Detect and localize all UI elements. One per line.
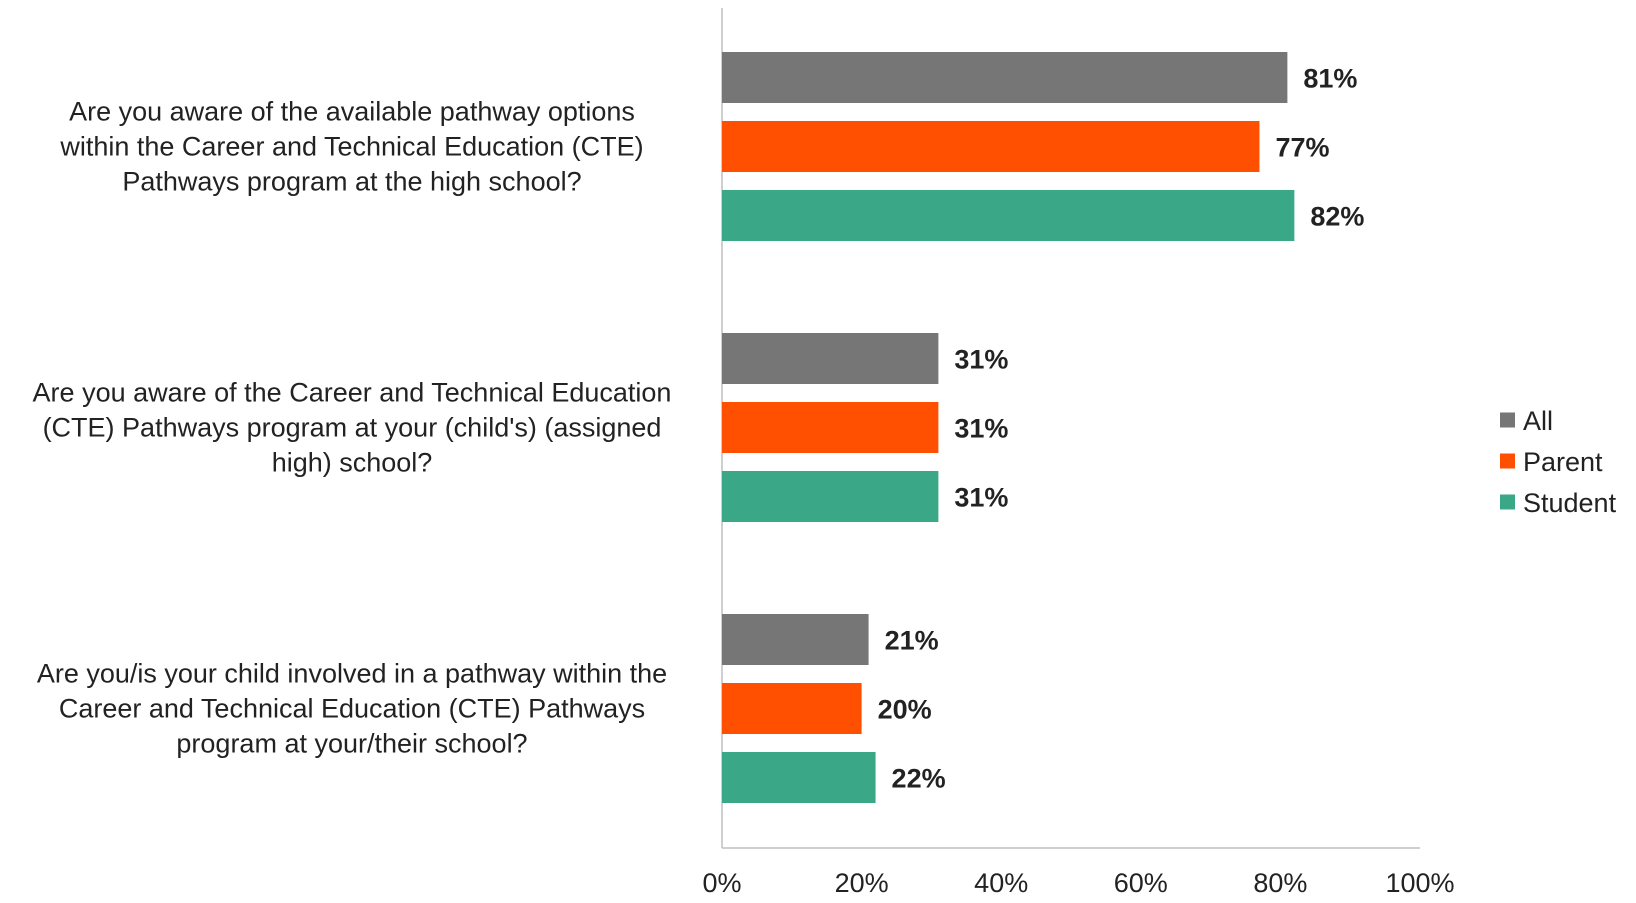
data-label-student-3: 22% — [892, 764, 946, 794]
bars — [722, 52, 1295, 803]
data-labels: 81% 77% 82% 31% 31% 31% 21% 20% 22% — [878, 64, 1365, 794]
category-label-1: Are you aware of the available pathway o… — [59, 97, 643, 197]
category-label-line: Pathways program at the high school? — [122, 167, 581, 197]
x-axis-ticks: 0% 20% 40% 60% 80% 100% — [702, 868, 1454, 898]
bar-parent-3 — [722, 683, 862, 734]
legend-swatch-all — [1500, 412, 1515, 428]
bar-parent-1 — [722, 121, 1260, 172]
data-label-parent-3: 20% — [878, 695, 932, 725]
category-label-line: program at your/their school? — [176, 729, 527, 759]
x-tick-label: 40% — [974, 868, 1028, 898]
category-label-2: Are you aware of the Career and Technica… — [33, 378, 672, 478]
category-label-line: (CTE) Pathways program at your (child's)… — [43, 413, 662, 443]
legend-swatch-parent — [1500, 453, 1515, 469]
bar-student-1 — [722, 190, 1295, 241]
data-label-student-1: 82% — [1310, 202, 1364, 232]
data-label-student-2: 31% — [954, 483, 1008, 513]
x-tick-label: 80% — [1253, 868, 1307, 898]
category-label-line: Are you aware of the Career and Technica… — [33, 378, 672, 408]
bar-student-2 — [722, 471, 939, 522]
category-labels: Are you aware of the available pathway o… — [33, 97, 672, 759]
bar-all-2 — [722, 333, 939, 384]
bar-all-3 — [722, 614, 869, 665]
category-label-line: high) school? — [272, 448, 433, 478]
data-label-all-3: 21% — [885, 626, 939, 656]
x-tick-label: 20% — [835, 868, 889, 898]
legend-label-all: All — [1523, 406, 1553, 436]
x-tick-label: 60% — [1114, 868, 1168, 898]
x-tick-label: 0% — [702, 868, 741, 898]
data-label-parent-2: 31% — [954, 414, 1008, 444]
category-label-line: Are you/is your child involved in a path… — [37, 659, 667, 689]
bar-parent-2 — [722, 402, 939, 453]
bar-all-1 — [722, 52, 1288, 103]
data-label-all-2: 31% — [954, 345, 1008, 375]
legend: All Parent Student — [1500, 406, 1617, 518]
category-label-3: Are you/is your child involved in a path… — [37, 659, 667, 759]
category-label-line: within the Career and Technical Educatio… — [59, 132, 643, 162]
category-label-line: Career and Technical Education (CTE) Pat… — [59, 694, 645, 724]
bar-student-3 — [722, 752, 876, 803]
legend-swatch-student — [1500, 494, 1515, 510]
data-label-parent-1: 77% — [1275, 133, 1329, 163]
category-label-line: Are you aware of the available pathway o… — [69, 97, 635, 127]
legend-label-student: Student — [1523, 488, 1617, 518]
data-label-all-1: 81% — [1303, 64, 1357, 94]
legend-label-parent: Parent — [1523, 447, 1603, 477]
x-tick-label: 100% — [1385, 868, 1454, 898]
